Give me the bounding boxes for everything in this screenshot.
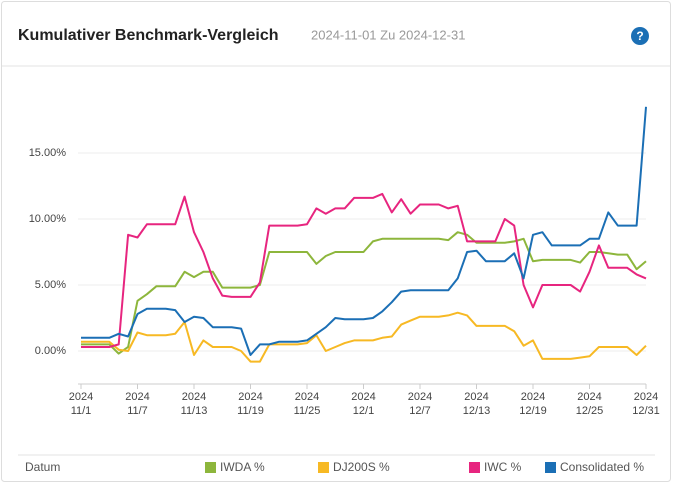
- legend-label: Consolidated %: [560, 460, 644, 474]
- x-tick-label: 2024 12/7: [408, 391, 432, 417]
- series-line: [81, 192, 647, 348]
- x-axis-label: Datum: [25, 460, 60, 474]
- x-tick-label: 2024 12/13: [463, 391, 491, 417]
- x-tick-label: 2024 11/25: [294, 391, 321, 417]
- y-tick-label: 15.00%: [29, 147, 67, 159]
- x-tick-label: 2024 11/19: [237, 391, 264, 417]
- series-line: [81, 311, 647, 363]
- y-tick-label: 0.00%: [35, 345, 66, 357]
- legend-label: DJ200S %: [333, 460, 390, 474]
- x-tick-label: 2024 12/1: [351, 391, 375, 417]
- x-tick-label: 2024 12/19: [519, 391, 547, 417]
- x-tick-label: 2024 12/31: [632, 391, 660, 417]
- x-tick-label: 2024 11/13: [181, 391, 208, 417]
- date-range: 2024-11-01 Zu 2024-12-31: [311, 27, 465, 42]
- legend-label: IWC %: [484, 460, 522, 474]
- legend-swatch: [318, 462, 329, 473]
- plot: 0.00% 5.00% 10.00% 15.00% 2024 11/1 2024 11/7 20…: [29, 106, 660, 417]
- x-tick-label: 2024 12/25: [576, 391, 604, 417]
- series-line: [81, 231, 647, 355]
- x-tick-label: 2024 11/7: [125, 391, 149, 417]
- x-tick-label: 2024 11/1: [69, 391, 93, 417]
- legend-label: IWDA %: [220, 460, 265, 474]
- legend-swatch: [205, 462, 216, 473]
- legend-swatch: [545, 462, 556, 473]
- help-button[interactable]: [631, 27, 649, 45]
- legend-swatch: [469, 462, 480, 473]
- y-tick-label: 5.00%: [35, 279, 66, 291]
- y-tick-label: 10.00%: [29, 213, 67, 225]
- series-line: [81, 106, 647, 356]
- chart-title: Kumulativer Benchmark-Vergleich: [18, 27, 279, 44]
- help-icon[interactable]: ?: [636, 29, 643, 43]
